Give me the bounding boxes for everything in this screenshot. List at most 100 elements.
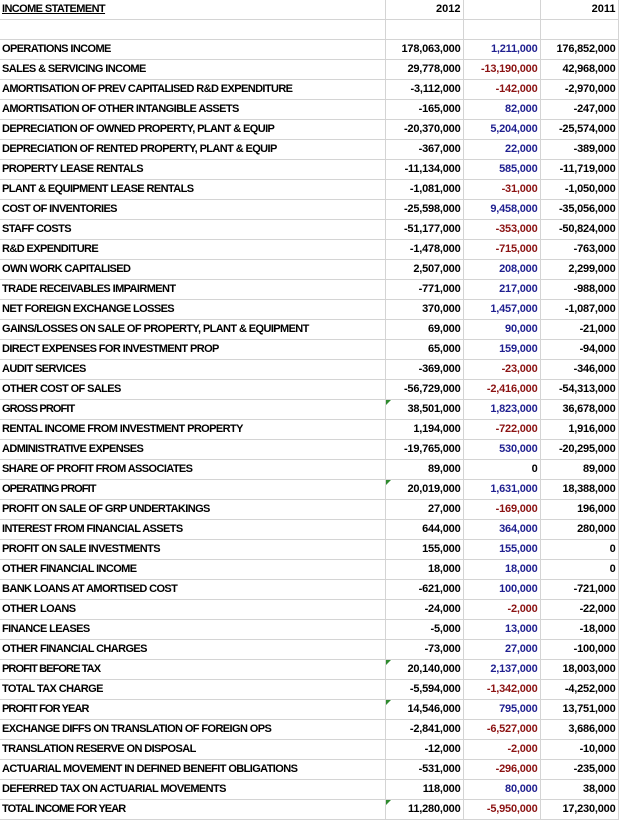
- change-cell[interactable]: 18,000: [463, 559, 541, 580]
- blank-cell[interactable]: [0, 19, 386, 40]
- row-label-cell[interactable]: TOTAL INCOME FOR YEAR: [0, 799, 386, 820]
- change-cell[interactable]: -296,000: [463, 759, 541, 780]
- row-label-cell[interactable]: ACTUARIAL MOVEMENT IN DEFINED BENEFIT OB…: [0, 759, 386, 780]
- row-label-cell[interactable]: OPERATING PROFIT: [0, 479, 386, 500]
- value-2011-cell[interactable]: -11,719,000: [540, 159, 619, 180]
- value-2011-cell[interactable]: 13,751,000: [540, 699, 619, 720]
- value-2011-cell[interactable]: 0: [540, 559, 619, 580]
- value-2012-cell[interactable]: -51,177,000: [385, 219, 464, 240]
- value-2012-cell[interactable]: -621,000: [385, 579, 464, 600]
- row-label-cell[interactable]: OTHER COST OF SALES: [0, 379, 386, 400]
- row-label-cell[interactable]: TOTAL TAX CHARGE: [0, 679, 386, 700]
- value-2011-cell[interactable]: 89,000: [540, 459, 619, 480]
- change-cell[interactable]: -1,342,000: [463, 679, 541, 700]
- value-2012-cell[interactable]: -5,000: [385, 619, 464, 640]
- row-label-cell[interactable]: PROFIT FOR YEAR: [0, 699, 386, 720]
- row-label-cell[interactable]: EXCHANGE DIFFS ON TRANSLATION OF FOREIGN…: [0, 719, 386, 740]
- row-label-cell[interactable]: GAINS/LOSSES ON SALE OF PROPERTY, PLANT …: [0, 319, 386, 340]
- value-2011-cell[interactable]: -35,056,000: [540, 199, 619, 220]
- value-2011-cell[interactable]: 38,000: [540, 779, 619, 800]
- value-2011-cell[interactable]: -988,000: [540, 279, 619, 300]
- change-cell[interactable]: 1,823,000: [463, 399, 541, 420]
- row-label-cell[interactable]: DIRECT EXPENSES FOR INVESTMENT PROP: [0, 339, 386, 360]
- change-cell[interactable]: 80,000: [463, 779, 541, 800]
- change-cell[interactable]: 82,000: [463, 99, 541, 120]
- value-2011-cell[interactable]: -94,000: [540, 339, 619, 360]
- row-label-cell[interactable]: TRANSLATION RESERVE ON DISPOSAL: [0, 739, 386, 760]
- row-label-cell[interactable]: DEFERRED TAX ON ACTUARIAL MOVEMENTS: [0, 779, 386, 800]
- row-label-cell[interactable]: BANK LOANS AT AMORTISED COST: [0, 579, 386, 600]
- value-2011-cell[interactable]: 18,388,000: [540, 479, 619, 500]
- year-2012-header[interactable]: 2012: [385, 0, 464, 20]
- value-2011-cell[interactable]: -346,000: [540, 359, 619, 380]
- value-2012-cell[interactable]: -3,112,000: [385, 79, 464, 100]
- change-cell[interactable]: 159,000: [463, 339, 541, 360]
- row-label-cell[interactable]: INTEREST FROM FINANCIAL ASSETS: [0, 519, 386, 540]
- value-2011-cell[interactable]: -25,574,000: [540, 119, 619, 140]
- value-2011-cell[interactable]: -50,824,000: [540, 219, 619, 240]
- row-label-cell[interactable]: OTHER LOANS: [0, 599, 386, 620]
- value-2012-cell[interactable]: -531,000: [385, 759, 464, 780]
- change-cell[interactable]: 364,000: [463, 519, 541, 540]
- change-cell[interactable]: 90,000: [463, 319, 541, 340]
- change-header-cell[interactable]: [463, 0, 541, 20]
- blank-cell[interactable]: [463, 19, 541, 40]
- row-label-cell[interactable]: SHARE OF PROFIT FROM ASSOCIATES: [0, 459, 386, 480]
- value-2011-cell[interactable]: 1,916,000: [540, 419, 619, 440]
- row-label-cell[interactable]: PROFIT BEFORE TAX: [0, 659, 386, 680]
- change-cell[interactable]: -2,000: [463, 739, 541, 760]
- change-cell[interactable]: 9,458,000: [463, 199, 541, 220]
- value-2012-cell[interactable]: 178,063,000: [385, 39, 464, 60]
- value-2011-cell[interactable]: -1,087,000: [540, 299, 619, 320]
- row-label-cell[interactable]: OPERATIONS INCOME: [0, 39, 386, 60]
- value-2012-cell[interactable]: -369,000: [385, 359, 464, 380]
- row-label-cell[interactable]: GROSS PROFIT: [0, 399, 386, 420]
- blank-cell[interactable]: [540, 19, 619, 40]
- row-label-cell[interactable]: TRADE RECEIVABLES IMPAIRMENT: [0, 279, 386, 300]
- value-2012-cell[interactable]: 14,546,000: [385, 699, 464, 720]
- row-label-cell[interactable]: PROPERTY LEASE RENTALS: [0, 159, 386, 180]
- value-2011-cell[interactable]: 18,003,000: [540, 659, 619, 680]
- row-label-cell[interactable]: FINANCE LEASES: [0, 619, 386, 640]
- value-2012-cell[interactable]: -25,598,000: [385, 199, 464, 220]
- change-cell[interactable]: -715,000: [463, 239, 541, 260]
- row-label-cell[interactable]: OTHER FINANCIAL INCOME: [0, 559, 386, 580]
- value-2012-cell[interactable]: 370,000: [385, 299, 464, 320]
- change-cell[interactable]: 155,000: [463, 539, 541, 560]
- value-2012-cell[interactable]: 20,140,000: [385, 659, 464, 680]
- row-label-cell[interactable]: SALES & SERVICING INCOME: [0, 59, 386, 80]
- value-2011-cell[interactable]: 36,678,000: [540, 399, 619, 420]
- value-2011-cell[interactable]: 176,852,000: [540, 39, 619, 60]
- change-cell[interactable]: 2,137,000: [463, 659, 541, 680]
- year-2011-header[interactable]: 2011: [540, 0, 619, 20]
- value-2012-cell[interactable]: 65,000: [385, 339, 464, 360]
- row-label-cell[interactable]: AUDIT SERVICES: [0, 359, 386, 380]
- change-cell[interactable]: 530,000: [463, 439, 541, 460]
- value-2012-cell[interactable]: -73,000: [385, 639, 464, 660]
- row-label-cell[interactable]: STAFF COSTS: [0, 219, 386, 240]
- change-cell[interactable]: 217,000: [463, 279, 541, 300]
- value-2012-cell[interactable]: 29,778,000: [385, 59, 464, 80]
- change-cell[interactable]: -722,000: [463, 419, 541, 440]
- value-2011-cell[interactable]: 0: [540, 539, 619, 560]
- change-cell[interactable]: -31,000: [463, 179, 541, 200]
- change-cell[interactable]: 5,204,000: [463, 119, 541, 140]
- change-cell[interactable]: 22,000: [463, 139, 541, 160]
- value-2012-cell[interactable]: -12,000: [385, 739, 464, 760]
- value-2012-cell[interactable]: 38,501,000: [385, 399, 464, 420]
- row-label-cell[interactable]: DEPRECIATION OF RENTED PROPERTY, PLANT &…: [0, 139, 386, 160]
- value-2011-cell[interactable]: -4,252,000: [540, 679, 619, 700]
- value-2012-cell[interactable]: 1,194,000: [385, 419, 464, 440]
- row-label-cell[interactable]: ADMINISTRATIVE EXPENSES: [0, 439, 386, 460]
- change-cell[interactable]: -13,190,000: [463, 59, 541, 80]
- value-2012-cell[interactable]: 89,000: [385, 459, 464, 480]
- value-2012-cell[interactable]: -771,000: [385, 279, 464, 300]
- change-cell[interactable]: -6,527,000: [463, 719, 541, 740]
- row-label-cell[interactable]: OWN WORK CAPITALISED: [0, 259, 386, 280]
- value-2012-cell[interactable]: -20,370,000: [385, 119, 464, 140]
- row-label-cell[interactable]: NET FOREIGN EXCHANGE LOSSES: [0, 299, 386, 320]
- value-2012-cell[interactable]: -367,000: [385, 139, 464, 160]
- value-2011-cell[interactable]: 17,230,000: [540, 799, 619, 820]
- change-cell[interactable]: 0: [463, 459, 541, 480]
- change-cell[interactable]: -142,000: [463, 79, 541, 100]
